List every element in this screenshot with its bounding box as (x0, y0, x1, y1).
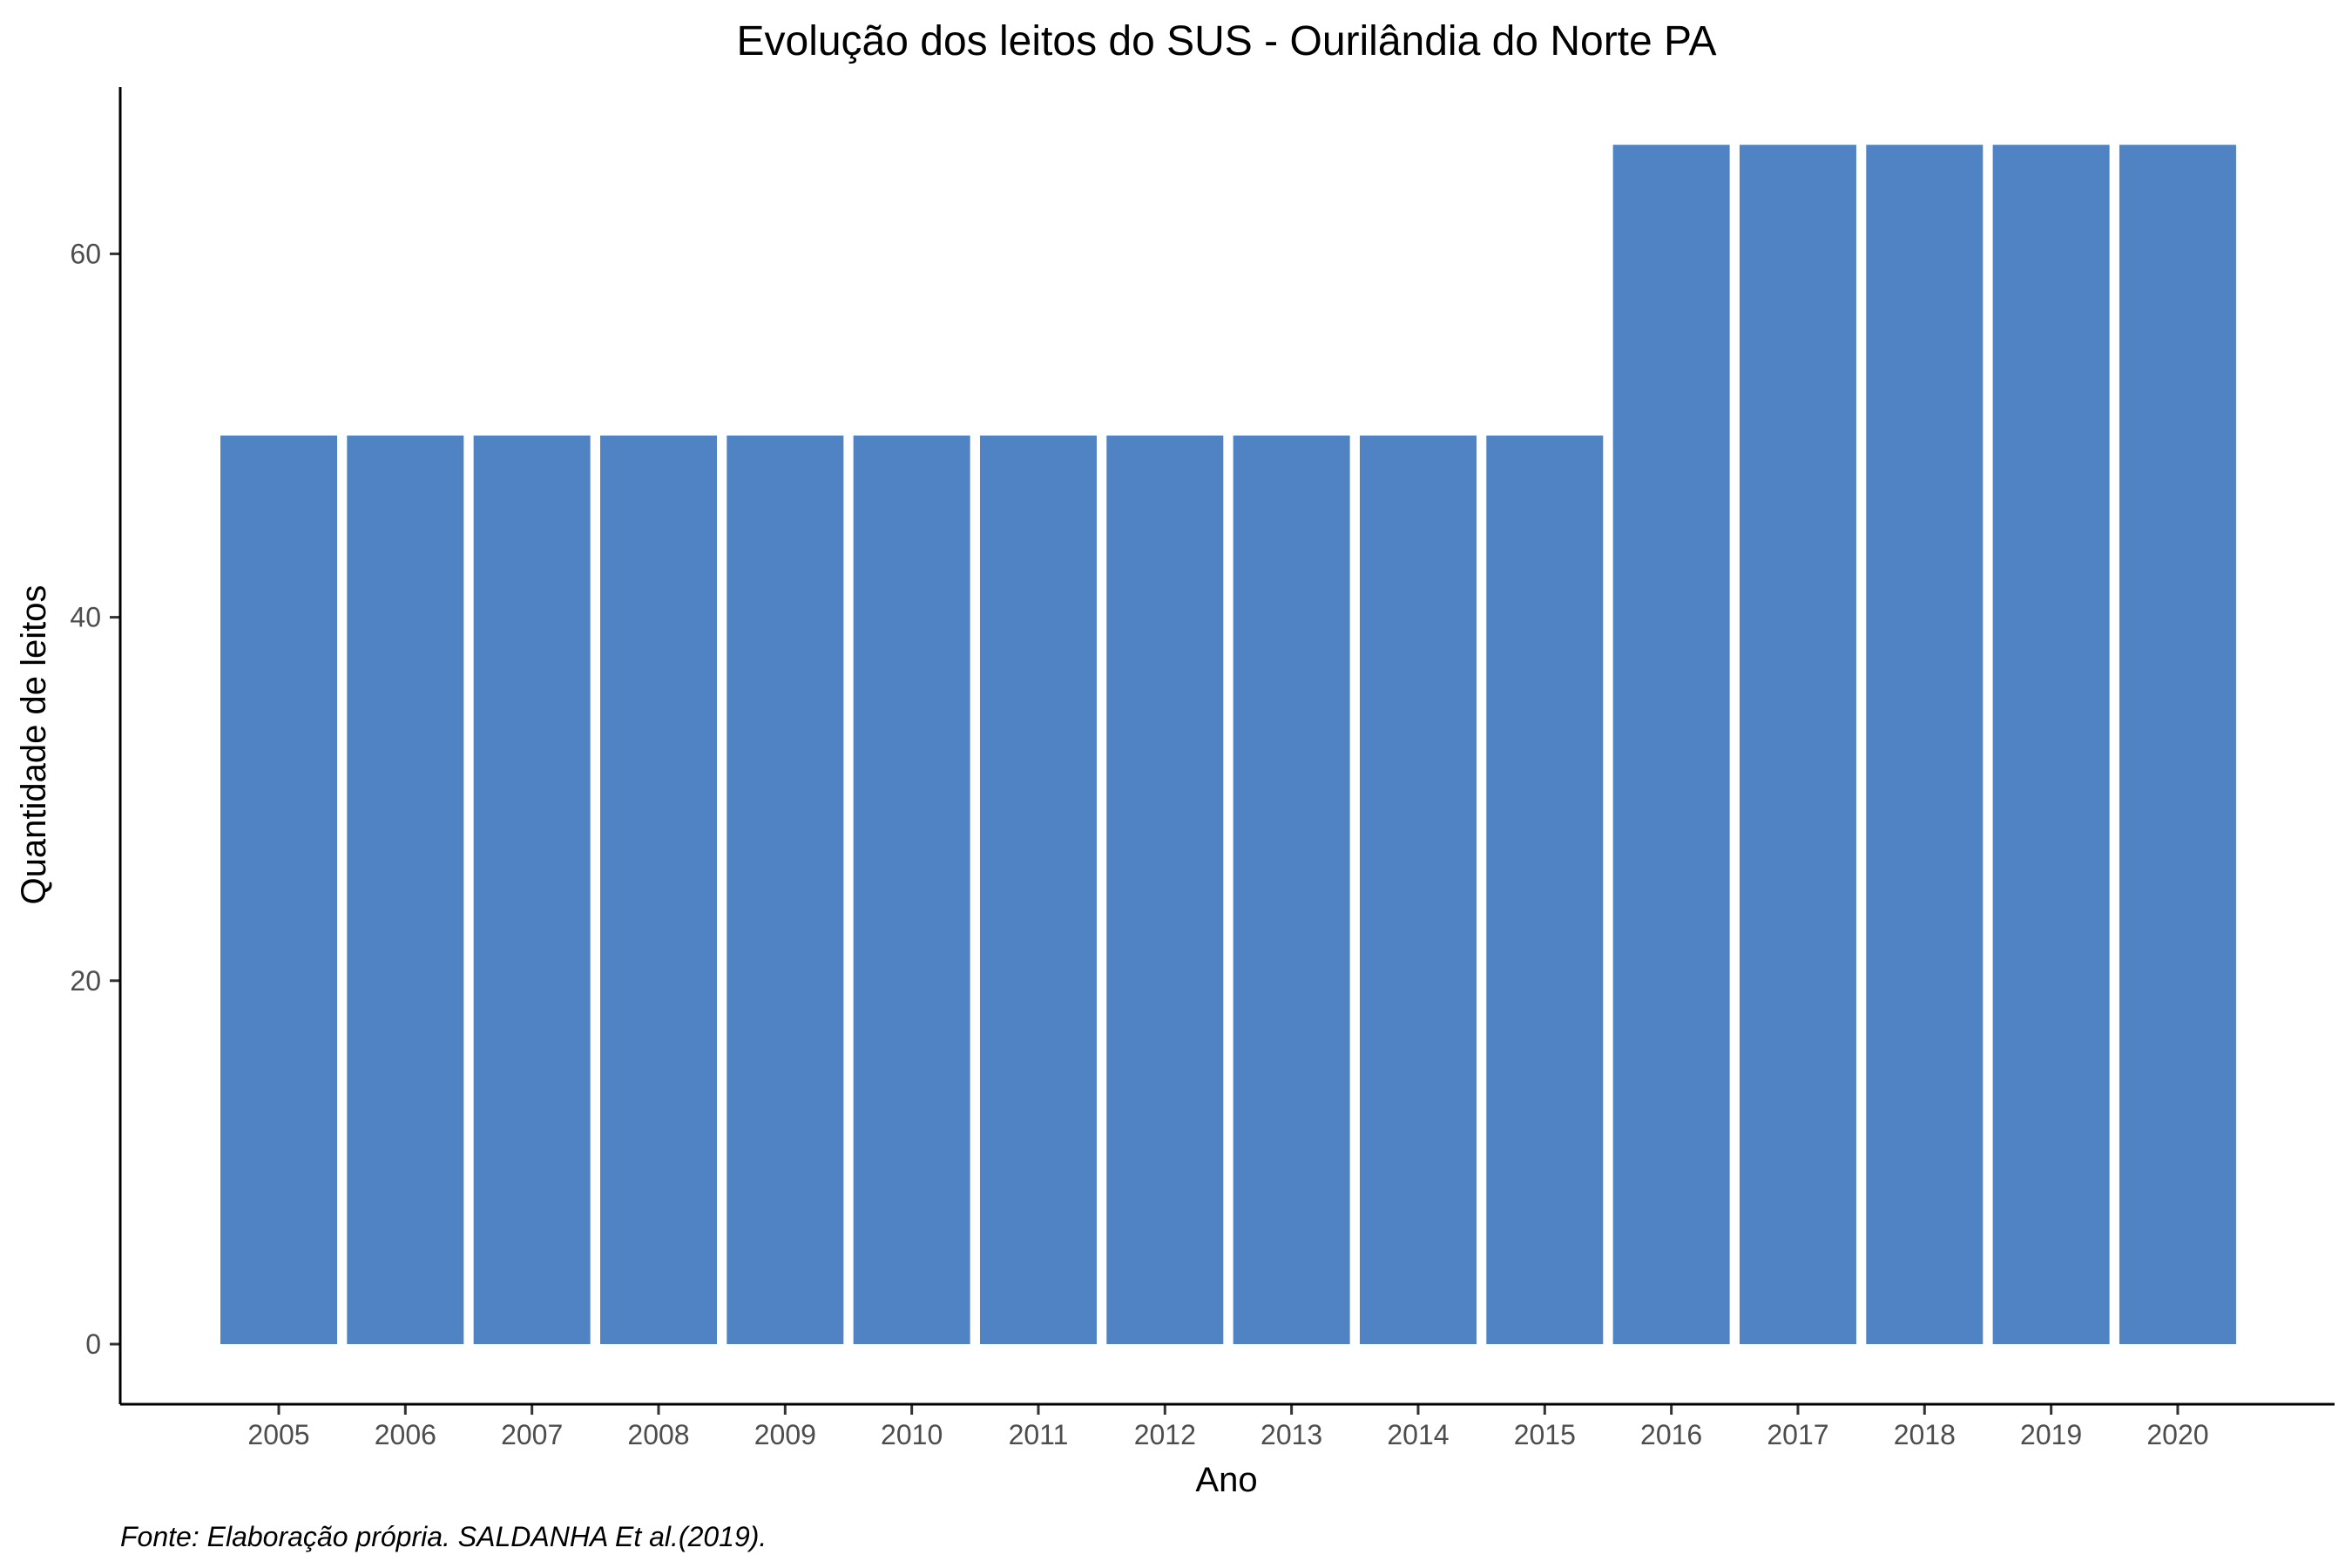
bar-2016 (1612, 145, 1730, 1345)
x-tick-label: 2009 (754, 1419, 816, 1450)
bar-2014 (1359, 436, 1477, 1344)
bar-2012 (1106, 436, 1224, 1344)
bar-2008 (599, 436, 717, 1344)
bar-2013 (1233, 436, 1350, 1344)
y-tick-label: 40 (70, 602, 101, 633)
bar-2019 (1992, 145, 2110, 1345)
x-tick-label: 2008 (627, 1419, 689, 1450)
x-axis-ticks: 2005 2006 2007 2008 2009 2010 2011 2012 2013 2014… (247, 1404, 2209, 1450)
bar-2018 (1866, 145, 1984, 1345)
bar-2010 (853, 436, 970, 1344)
y-tick-label: 20 (70, 965, 101, 997)
bar-2007 (473, 436, 591, 1344)
y-axis-ticks: 0 20 40 60 (70, 238, 120, 1360)
y-tick-label: 60 (70, 238, 101, 269)
x-tick-label: 2020 (2146, 1419, 2208, 1450)
x-tick-label: 2019 (2020, 1419, 2082, 1450)
bar-2009 (727, 436, 844, 1344)
x-tick-label: 2015 (1514, 1419, 1576, 1450)
bar-2006 (347, 436, 464, 1344)
x-tick-label: 2012 (1134, 1419, 1196, 1450)
chart-title: Evolução dos leitos do SUS - Ourilândia … (736, 18, 1716, 64)
y-axis-title: Quantidade de leitos (15, 585, 53, 905)
x-tick-label: 2007 (501, 1419, 563, 1450)
bar-2020 (2119, 145, 2236, 1345)
x-tick-label: 2005 (247, 1419, 309, 1450)
x-tick-label: 2006 (375, 1419, 436, 1450)
bar-2015 (1486, 436, 1604, 1344)
x-tick-label: 2017 (1767, 1419, 1828, 1450)
x-tick-label: 2010 (881, 1419, 943, 1450)
bars-group (220, 145, 2236, 1345)
bar-2011 (979, 436, 1097, 1344)
x-tick-label: 2013 (1260, 1419, 1322, 1450)
source-caption: Fonte: Elaboração própria. SALDANHA Et a… (120, 1521, 767, 1552)
y-tick-label: 0 (85, 1328, 101, 1360)
x-tick-label: 2016 (1640, 1419, 1702, 1450)
x-tick-label: 2011 (1009, 1419, 1069, 1450)
x-tick-label: 2014 (1387, 1419, 1449, 1450)
bar-2005 (220, 436, 337, 1344)
x-axis-title: Ano (1195, 1461, 1257, 1499)
bar-2017 (1739, 145, 1856, 1345)
x-tick-label: 2018 (1894, 1419, 1956, 1450)
